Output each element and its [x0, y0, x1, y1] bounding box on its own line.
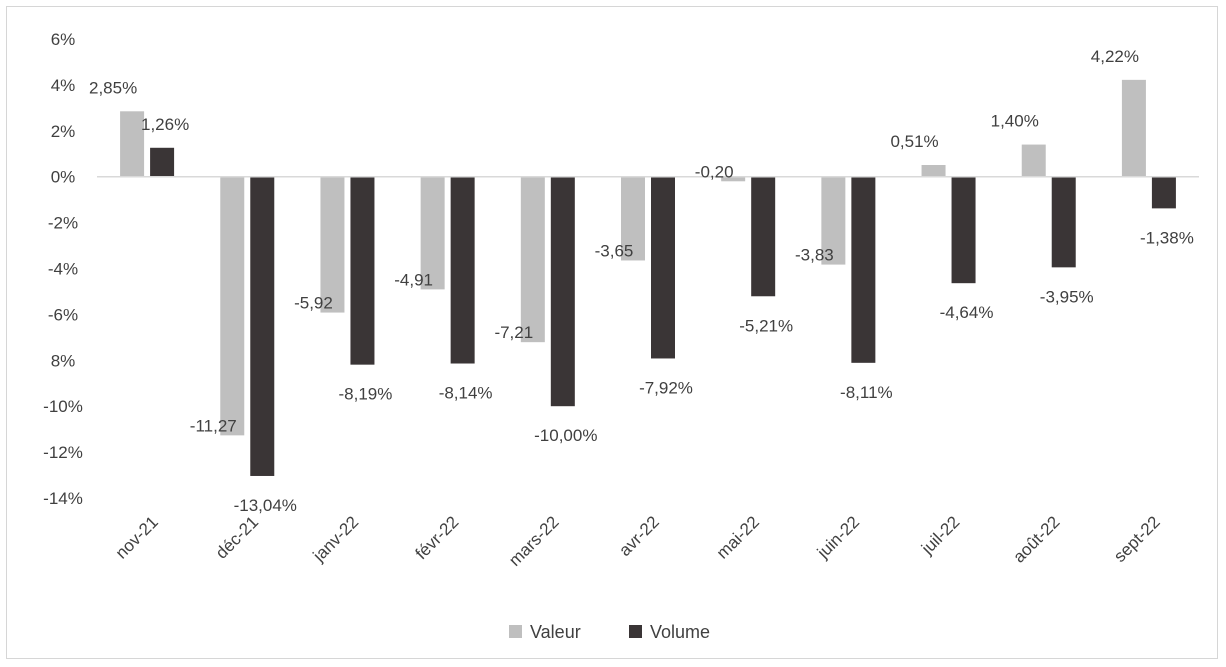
bar-volume [550, 176, 575, 407]
x-tick-label: sept-22 [1110, 512, 1164, 566]
y-tick-label: -2% [48, 214, 78, 233]
x-tick-label: nov-21 [112, 512, 162, 562]
data-label-valeur: -3,65 [595, 241, 634, 260]
data-label-volume: -8,14% [439, 384, 493, 403]
bar-valeur [220, 176, 245, 436]
y-tick-label: -6% [48, 305, 78, 324]
bar-valeur [520, 176, 545, 343]
bar-volume [751, 176, 776, 297]
data-label-volume: -5,21% [739, 316, 793, 335]
data-label-valeur: 4,22% [1091, 47, 1139, 66]
bar-volume [1051, 176, 1076, 268]
data-label-valeur: -0,20 [695, 162, 734, 181]
x-tick-label: mai-22 [713, 512, 763, 562]
y-tick-label: 2% [51, 122, 76, 141]
x-tick-label: janv-22 [309, 512, 363, 566]
x-tick-label: févr-22 [412, 512, 463, 563]
y-tick-label: -14% [43, 489, 83, 508]
x-axis-labels: nov-21 déc-21 janv-22 févr-22 mars-22 avr-22 m… [112, 512, 1164, 570]
y-tick-label: 0% [51, 168, 76, 187]
bar-valeur [420, 176, 445, 290]
data-label-volume: -4,64% [940, 303, 994, 322]
legend: Valeur Volume [509, 622, 710, 642]
x-tick-label: déc-21 [212, 512, 262, 562]
bar-valeur [120, 111, 145, 177]
bar-chart: 6% 4% 2% 0% -2% -4% -6% 8% -10% -12% -14% 2,85%1,2… [43, 30, 1199, 642]
bar-volume [150, 147, 175, 177]
data-labels: 2,85%1,26% -11,27 -13,04% -5,92 -8,19% -4,91 -… [89, 47, 1194, 515]
x-tick-label: avr-22 [615, 512, 663, 560]
x-tick-label: août-22 [1009, 512, 1063, 566]
bar-valeur [1121, 79, 1146, 177]
chart-frame: 6% 4% 2% 0% -2% -4% -6% 8% -10% -12% -14% 2,85% 1,2… [6, 6, 1218, 659]
x-tick-label: juil-22 [917, 512, 963, 558]
data-label-volume: -13,04% [234, 496, 297, 515]
bar-valeur [621, 176, 645, 261]
data-label-valeur: 2,85% [89, 78, 137, 97]
bar-volume [651, 176, 675, 359]
bar-volume [1151, 176, 1176, 209]
y-tick-label: -10% [43, 397, 83, 416]
data-label-volume: -7,92% [639, 378, 693, 397]
data-label-valeur: -5,92 [294, 294, 333, 313]
bars [120, 79, 1176, 476]
data-label-valeur: 0,51% [890, 132, 938, 151]
y-tick-label: 4% [51, 76, 76, 95]
bar-valeur [721, 176, 746, 182]
data-label-volume: -8,11% [840, 383, 893, 402]
legend-label-valeur: Valeur [530, 622, 581, 642]
bar-valeur [1021, 144, 1046, 177]
y-tick-label: 6% [51, 30, 76, 49]
data-label-valeur: 1,40% [991, 112, 1039, 131]
bar-volume [851, 176, 876, 363]
data-label-volume: -8,19% [339, 385, 393, 404]
y-tick-label: -4% [48, 260, 78, 279]
bar-volume [450, 176, 475, 364]
data-label-volume: -1,38% [1140, 228, 1194, 247]
data-label-volume: -3,95% [1040, 287, 1094, 306]
data-label-volume: 1,26% [141, 115, 189, 134]
bar-valeur [821, 176, 846, 265]
legend-swatch-valeur [509, 625, 522, 638]
data-label-valeur: -3,83 [795, 246, 834, 265]
bar-volume [350, 176, 375, 365]
bar-valeur [921, 164, 946, 177]
data-label-valeur: -7,21 [494, 323, 533, 342]
data-label-valeur: -4,91 [394, 270, 433, 289]
y-tick-label: 8% [51, 351, 76, 370]
y-tick-label: -12% [43, 443, 83, 462]
legend-swatch-volume [629, 625, 642, 638]
bar-valeur [320, 176, 345, 313]
legend-label-volume: Volume [650, 622, 710, 642]
x-tick-label: juin-22 [813, 512, 863, 562]
data-label-volume: -10,00% [534, 426, 597, 445]
bar-volume [250, 176, 275, 476]
data-label-valeur: -11,27 [190, 416, 237, 435]
x-tick-label: mars-22 [505, 512, 563, 570]
y-axis-labels: 6% 4% 2% 0% -2% -4% -6% 8% -10% -12% -14% [43, 30, 83, 508]
bar-volume [951, 176, 976, 284]
